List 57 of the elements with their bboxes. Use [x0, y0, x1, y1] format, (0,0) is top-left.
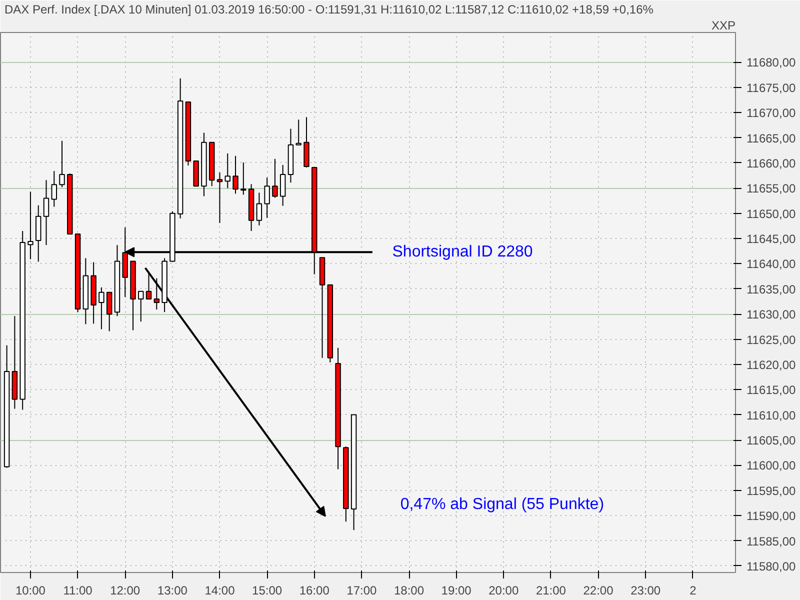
x-tick-label: 14:00	[204, 584, 236, 598]
y-tick-label: 11610,00	[746, 408, 796, 422]
y-tick-label: 11600,00	[746, 458, 796, 473]
x-tick-label: 21:00	[536, 584, 566, 598]
y-tick-label: 11675,00	[746, 80, 796, 95]
y-tick-label: 11645,00	[746, 232, 796, 246]
x-tick-label: 15:00	[252, 584, 282, 598]
x-tick-label: 12:00	[110, 584, 140, 598]
x-tick-label: 2	[690, 584, 697, 598]
x-tick-label: 22:00	[583, 584, 614, 598]
y-tick-label: 11585,00	[746, 534, 796, 548]
candlestick	[28, 191, 34, 260]
y-tick-label: 11630,00	[746, 308, 796, 322]
candlestick	[224, 152, 230, 189]
candlestick	[240, 162, 246, 196]
y-tick-label: 11650,00	[746, 206, 796, 221]
candlestick	[43, 180, 50, 246]
candlestick	[216, 172, 223, 224]
candlestick	[256, 192, 262, 226]
y-tick-label: 11670,00	[746, 106, 796, 120]
y-tick-label: 11625,00	[746, 332, 796, 347]
x-tick-label: 23:00	[630, 584, 661, 598]
chart-title: DAX Perf. Index [.DAX 10 Minuten] 01.03.2019 16:50:00 - O:11591,31 H:11610,02 L:11587,12 C:11610,02 +18,59 +0,16%	[4, 2, 654, 16]
x-tick-label: 20:00	[488, 584, 519, 598]
y-tick-label: 11595,00	[746, 484, 796, 498]
candlestick	[296, 119, 302, 146]
candlestick	[272, 158, 278, 198]
y-tick-label: 11655,00	[746, 182, 796, 196]
candlestick	[264, 177, 270, 218]
candlestick	[280, 164, 286, 206]
y-tick-label: 11680,00	[746, 56, 796, 70]
y-tick-label: 11605,00	[746, 434, 796, 448]
annotation: 0,47% ab Signal (55 Punkte)	[400, 496, 604, 513]
y-tick-label: 11640,00	[746, 257, 796, 272]
candlestick	[138, 290, 144, 322]
annotation: Shortsignal ID 2280	[392, 244, 533, 261]
y-tick-label: 11615,00	[746, 383, 796, 398]
candlestick	[106, 292, 112, 332]
candlestick	[154, 278, 160, 310]
y-tick-label: 11580,00	[746, 559, 796, 574]
candlestick	[51, 170, 57, 208]
candlestick	[59, 140, 65, 188]
x-tick-label: 11:00	[63, 584, 93, 598]
x-tick-label: 16:00	[299, 584, 330, 598]
y-tick-label: 11665,00	[746, 131, 796, 146]
x-tick-label: 10:00	[15, 584, 46, 598]
x-tick-label: 18:00	[394, 584, 424, 598]
candlestick	[232, 155, 238, 194]
y-tick-label: 11635,00	[746, 282, 796, 296]
candlestick	[98, 286, 104, 330]
x-tick-label: 13:00	[157, 584, 188, 598]
y-axis-title: XXP	[711, 18, 736, 32]
y-tick-label: 11620,00	[746, 358, 796, 372]
x-tick-label: 17:00	[346, 584, 378, 598]
y-tick-label: 11590,00	[746, 509, 796, 524]
y-tick-label: 11660,00	[746, 156, 796, 170]
x-tick-label: 19:00	[441, 584, 472, 598]
